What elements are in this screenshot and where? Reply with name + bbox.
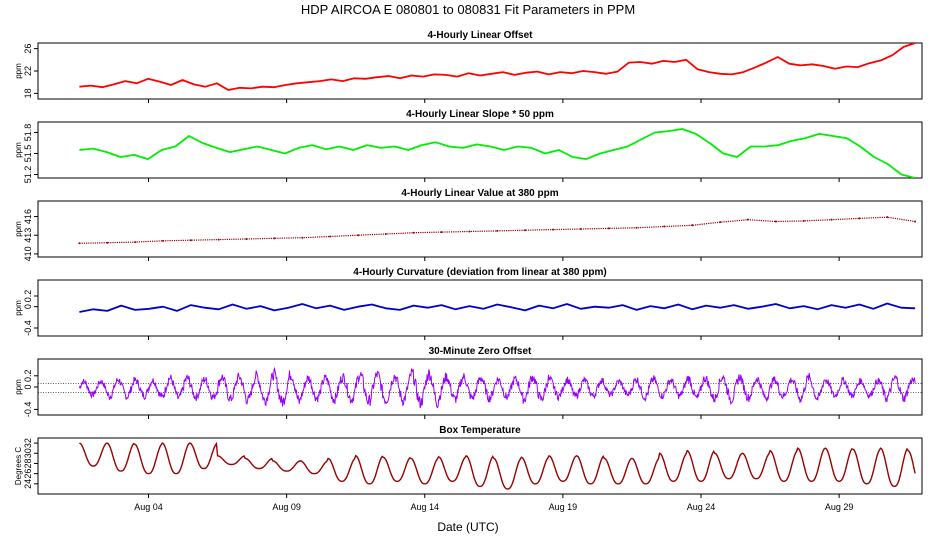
- panel-frame: [37, 200, 923, 258]
- y-tick-label: 26: [23, 469, 33, 479]
- series-line: [79, 128, 916, 178]
- data-point: [162, 239, 165, 242]
- y-tick-label: 28: [23, 458, 33, 468]
- y-tick-label: 32: [23, 438, 33, 448]
- series-line: [79, 43, 916, 91]
- panel-5: 30-Minute Zero Offset ppm-0.4 00.2: [14, 346, 923, 419]
- x-tick-label: Aug 29: [825, 502, 854, 512]
- y-axis-label: ppm: [14, 379, 23, 395]
- y-tick-label: -0.4: [23, 402, 33, 418]
- x-tick-label: Aug 14: [410, 502, 439, 512]
- data-point: [273, 237, 276, 240]
- data-point: [607, 227, 610, 230]
- x-tick-label: Aug 24: [687, 502, 716, 512]
- series-4: [79, 302, 916, 313]
- series-line: [78, 366, 916, 409]
- data-point: [356, 234, 359, 237]
- data-point: [719, 221, 722, 224]
- x-axis-label: Date (UTC): [437, 520, 498, 534]
- data-point: [301, 236, 304, 239]
- panel-title: 4-Hourly Linear Slope * 50 ppm: [406, 109, 554, 120]
- y-tick-label: 22: [23, 66, 33, 76]
- y-tick-label: 24: [23, 479, 33, 489]
- data-point: [440, 231, 443, 234]
- y-tick-label: 0.2: [23, 370, 33, 383]
- y-tick-label: 0: [23, 304, 33, 309]
- data-point: [412, 231, 415, 234]
- y-tick-label: 0: [23, 384, 33, 389]
- series-6: [79, 441, 916, 490]
- y-tick-label: 30: [23, 448, 33, 458]
- data-point: [217, 238, 220, 241]
- y-tick-label: 416: [23, 209, 33, 224]
- y-tick-label: 410: [23, 246, 33, 261]
- data-point: [189, 239, 192, 242]
- data-point: [579, 228, 582, 230]
- data-point: [329, 235, 332, 238]
- panel-frame: [37, 279, 923, 337]
- data-point: [635, 226, 638, 229]
- data-point: [551, 228, 554, 231]
- y-axis-label: ppm: [14, 221, 23, 237]
- x-tick-label: Aug 04: [134, 502, 163, 512]
- panel-title: 4-Hourly Linear Value at 380 ppm: [401, 188, 558, 199]
- x-tick-label: Aug 19: [549, 502, 578, 512]
- panels: 4-Hourly Linear Offsetppm1822264-Hourly …: [14, 30, 923, 498]
- data-point: [134, 241, 137, 244]
- y-axis-label: ppm: [14, 63, 23, 79]
- y-axis-label: Degrees C: [14, 447, 23, 485]
- panel-title: 30-Minute Zero Offset: [429, 346, 532, 357]
- data-point: [746, 218, 749, 221]
- y-tick-label: 18: [23, 88, 33, 98]
- data-point: [886, 216, 889, 219]
- panel-frame: [37, 358, 923, 416]
- data-point: [691, 224, 694, 227]
- y-axis-label: ppm: [14, 300, 23, 316]
- data-point: [384, 232, 387, 235]
- series-2: [79, 128, 916, 178]
- data-point: [468, 230, 471, 233]
- panel-frame: [37, 437, 923, 495]
- data-point: [496, 229, 499, 232]
- panel-title: 4-Hourly Linear Offset: [427, 30, 533, 41]
- y-tick-label: 51.5: [23, 145, 33, 163]
- x-tick-label: Aug 09: [272, 502, 301, 512]
- data-point: [802, 219, 805, 222]
- y-tick-label: 26: [23, 44, 33, 54]
- data-point: [858, 217, 861, 220]
- series-1: [79, 43, 916, 91]
- series-3: [78, 216, 917, 245]
- panel-4: 4-Hourly Curvature (deviation from linea…: [14, 267, 923, 340]
- data-point: [663, 225, 666, 228]
- panel-frame: [37, 121, 923, 179]
- figure-title: HDP AIRCOA E 080801 to 080831 Fit Parame…: [301, 2, 635, 17]
- data-point: [524, 229, 527, 232]
- data-point: [78, 242, 81, 245]
- data-point: [914, 220, 917, 223]
- series-5: [38, 366, 922, 409]
- y-tick-label: 413: [23, 228, 33, 243]
- data-point: [774, 220, 777, 223]
- data-point: [245, 237, 248, 240]
- x-axis: Aug 04 Aug 09 Aug 14 Aug 19 Aug 24 Aug 29: [134, 502, 853, 512]
- panel-frame: [37, 42, 923, 100]
- y-axis-label: ppm: [14, 142, 23, 158]
- y-tick-label: 51.2: [23, 166, 33, 184]
- series-line: [79, 441, 916, 490]
- y-tick-label: 0.2: [23, 290, 33, 303]
- data-point: [106, 241, 109, 244]
- data-point: [830, 218, 833, 221]
- y-tick-label: -0.4: [23, 320, 33, 336]
- y-tick-label: 51.8: [23, 124, 33, 142]
- series-line: [79, 302, 916, 313]
- panel-title: Box Temperature: [439, 425, 521, 436]
- panel-title: 4-Hourly Curvature (deviation from linea…: [353, 267, 606, 278]
